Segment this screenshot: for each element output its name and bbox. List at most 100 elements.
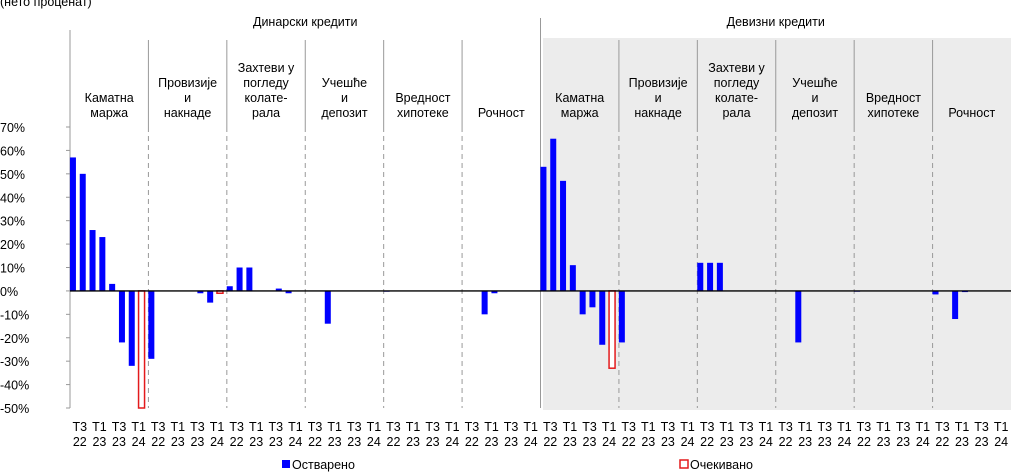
x-tick-label: Т1 23 xyxy=(406,420,421,449)
x-tick-label: Т1 23 xyxy=(171,420,186,449)
x-tick-label: Т1 23 xyxy=(484,420,499,449)
x-tick-label: Т3 23 xyxy=(896,420,911,449)
x-tick-label: Т1 23 xyxy=(327,420,342,449)
bar xyxy=(207,290,214,303)
x-tick-label: Т3 22 xyxy=(700,420,715,449)
group-label: Каматна маржа xyxy=(555,91,604,120)
bar xyxy=(481,290,488,315)
x-tick-label: Т3 23 xyxy=(739,420,754,449)
bar xyxy=(491,290,498,294)
x-tick-label: Т3 23 xyxy=(817,420,832,449)
x-tick-label: Т3 23 xyxy=(112,420,127,449)
bar xyxy=(795,290,802,343)
x-tick-label: Т1 24 xyxy=(759,420,774,449)
x-tick-label: Т1 24 xyxy=(680,420,695,449)
x-tick-label: Т1 23 xyxy=(719,420,734,449)
x-tick-label: Т1 23 xyxy=(249,420,264,449)
bar xyxy=(197,290,204,294)
bar xyxy=(226,286,233,291)
x-tick-label: Т1 24 xyxy=(131,420,146,449)
bar xyxy=(79,173,86,291)
x-tick-label: Т3 22 xyxy=(465,420,480,449)
x-tick-label: Т1 24 xyxy=(288,420,303,449)
y-tick-label: -40% xyxy=(0,379,29,393)
x-tick-label: Т3 23 xyxy=(269,420,284,449)
x-tick-label: Т3 22 xyxy=(73,420,88,449)
x-tick-label: Т3 22 xyxy=(229,420,244,449)
y-tick-label: -10% xyxy=(0,308,29,322)
bar xyxy=(618,290,625,343)
group-label: Рочност xyxy=(478,106,525,120)
bar xyxy=(69,157,76,291)
x-tick-label: Т1 23 xyxy=(955,420,970,449)
bar xyxy=(246,267,253,291)
x-tick-label: Т3 23 xyxy=(425,420,440,449)
x-tick-label: Т3 23 xyxy=(582,420,597,449)
x-tick-label: Т3 22 xyxy=(308,420,323,449)
y-tick-label: 50% xyxy=(0,168,25,182)
x-tick-label: Т3 22 xyxy=(543,420,558,449)
legend-swatch xyxy=(679,459,689,469)
bar xyxy=(716,262,723,291)
bar xyxy=(109,283,116,291)
legend-label: Остварено xyxy=(292,458,355,472)
legend-label: Очекивано xyxy=(690,458,753,472)
section-label: Девизни кредити xyxy=(727,15,825,29)
y-tick-label: 40% xyxy=(0,191,25,205)
bar xyxy=(137,290,146,409)
x-tick-label: Т3 23 xyxy=(661,420,676,449)
group-label: Каматна маржа xyxy=(85,91,134,120)
x-tick-label: Т3 23 xyxy=(347,420,362,449)
bar xyxy=(540,166,547,291)
bar xyxy=(89,230,96,291)
x-tick-label: Т1 24 xyxy=(523,420,538,449)
bar xyxy=(275,288,282,291)
bar xyxy=(579,290,586,315)
x-tick-label: Т1 24 xyxy=(915,420,930,449)
bar xyxy=(99,237,106,291)
legend-swatch xyxy=(282,460,290,468)
x-tick-label: Т1 23 xyxy=(563,420,578,449)
bar xyxy=(285,290,292,294)
x-tick-label: Т3 22 xyxy=(778,420,793,449)
y-tick-label: 70% xyxy=(0,121,25,135)
bar xyxy=(324,290,331,324)
x-tick-label: Т3 22 xyxy=(386,420,401,449)
y-tick-label: -50% xyxy=(0,402,29,416)
x-tick-label: Т1 24 xyxy=(445,420,460,449)
bar xyxy=(236,267,243,291)
x-tick-label: Т3 23 xyxy=(190,420,205,449)
bar xyxy=(952,290,959,320)
y-tick-label: 30% xyxy=(0,215,25,229)
x-tick-label: Т3 23 xyxy=(504,420,519,449)
bar xyxy=(697,262,704,291)
y-tick-label: 20% xyxy=(0,238,25,252)
group-label: Вредност хипотеке xyxy=(395,91,450,120)
group-label: Вредност хипотеке xyxy=(866,91,921,120)
group-label: Провизије и накнаде xyxy=(158,76,217,120)
x-tick-label: Т1 23 xyxy=(876,420,891,449)
x-tick-label: Т1 24 xyxy=(837,420,852,449)
bar xyxy=(550,138,557,291)
x-tick-label: Т1 24 xyxy=(367,420,382,449)
bar xyxy=(599,290,606,345)
x-tick-label: Т1 23 xyxy=(798,420,813,449)
y-tick-label: -30% xyxy=(0,355,29,369)
y-tick-label: 10% xyxy=(0,262,25,276)
bar xyxy=(560,180,567,291)
x-tick-label: Т1 23 xyxy=(641,420,656,449)
x-tick-label: Т3 22 xyxy=(857,420,872,449)
group-label: Провизије и накнаде xyxy=(629,76,688,120)
y-tick-label: 60% xyxy=(0,144,25,158)
bar xyxy=(589,290,596,308)
group-label: Учешће и депозит xyxy=(792,76,839,120)
group-label: Захтеви у погледу колате-рала xyxy=(708,61,765,120)
bar xyxy=(608,290,616,369)
x-tick-label: Т1 23 xyxy=(92,420,107,449)
y-tick-label: -20% xyxy=(0,332,29,346)
bar xyxy=(569,265,576,291)
x-tick-label: Т1 24 xyxy=(994,420,1009,449)
bar xyxy=(148,290,155,359)
y-tick-label: 0% xyxy=(0,285,18,299)
